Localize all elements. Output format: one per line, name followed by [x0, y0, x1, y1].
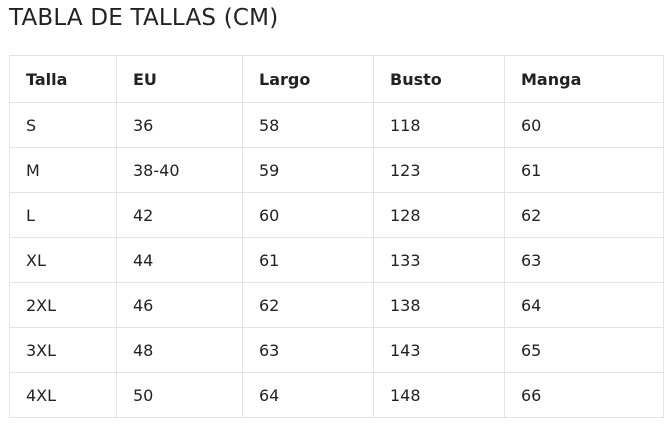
table-cell: 59: [242, 147, 374, 193]
table-cell: 61: [242, 237, 374, 283]
table-cell: 38-40: [116, 147, 243, 193]
table-cell: M: [9, 147, 117, 193]
table-cell: 133: [373, 237, 505, 283]
table-cell: 42: [116, 192, 243, 238]
header-cell: Largo: [242, 55, 374, 103]
table-cell: XL: [9, 237, 117, 283]
table-row: S 36 58 118 60: [9, 102, 664, 148]
table-cell: 64: [242, 372, 374, 418]
table-cell: 148: [373, 372, 505, 418]
header-cell: Busto: [373, 55, 505, 103]
table-cell: S: [9, 102, 117, 148]
table-cell: 143: [373, 327, 505, 373]
table-cell: 44: [116, 237, 243, 283]
table-cell: 63: [504, 237, 664, 283]
table-cell: 58: [242, 102, 374, 148]
table-row: L 42 60 128 62: [9, 192, 664, 238]
table-cell: 138: [373, 282, 505, 328]
header-cell: Manga: [504, 55, 664, 103]
table-cell: 61: [504, 147, 664, 193]
table-row: XL 44 61 133 63: [9, 237, 664, 283]
table-cell: 65: [504, 327, 664, 373]
table-cell: 118: [373, 102, 505, 148]
header-cell: Talla: [9, 55, 117, 103]
table-cell: 46: [116, 282, 243, 328]
table-cell: 66: [504, 372, 664, 418]
table-cell: L: [9, 192, 117, 238]
table-cell: 4XL: [9, 372, 117, 418]
table-cell: 64: [504, 282, 664, 328]
table-cell: 36: [116, 102, 243, 148]
table-cell: 123: [373, 147, 505, 193]
table-cell: 128: [373, 192, 505, 238]
table-cell: 62: [504, 192, 664, 238]
size-table: Talla EU Largo Busto Manga S 36 58 118 60 M 38-40 5…: [9, 55, 664, 418]
page-title: TABLA DE TALLAS (CM): [9, 5, 279, 31]
table-cell: 60: [504, 102, 664, 148]
table-cell: 3XL: [9, 327, 117, 373]
table-row: 3XL 48 63 143 65: [9, 327, 664, 373]
table-row: 4XL 50 64 148 66: [9, 372, 664, 418]
table-row: 2XL 46 62 138 64: [9, 282, 664, 328]
header-row: Talla EU Largo Busto Manga: [9, 55, 664, 103]
table-row: M 38-40 59 123 61: [9, 147, 664, 193]
table-cell: 2XL: [9, 282, 117, 328]
table-cell: 62: [242, 282, 374, 328]
table-cell: 60: [242, 192, 374, 238]
table-body: S 36 58 118 60 M 38-40 59 123 61 L 42 60 128 62 XL 44 61 1…: [9, 102, 664, 418]
table-cell: 63: [242, 327, 374, 373]
table-cell: 48: [116, 327, 243, 373]
table-cell: 50: [116, 372, 243, 418]
header-cell: EU: [116, 55, 243, 103]
